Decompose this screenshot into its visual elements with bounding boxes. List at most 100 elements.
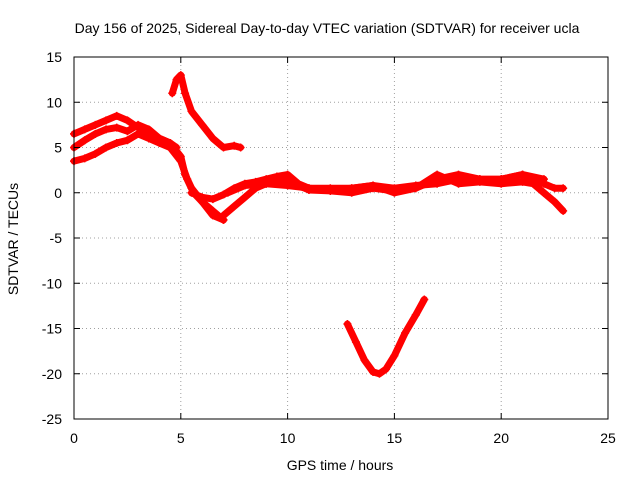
data-point-marker [102, 143, 111, 152]
data-point-marker [304, 184, 313, 193]
data-point-marker [176, 157, 185, 166]
data-point-marker [347, 184, 356, 193]
data-point-marker [181, 89, 190, 98]
data-point-marker [155, 138, 164, 147]
data-point-marker [369, 367, 378, 376]
y-tick-label: -5 [50, 230, 63, 246]
series-track-7 [223, 170, 548, 197]
data-point-marker [198, 193, 207, 202]
data-point-marker [381, 365, 390, 374]
data-point-marker [283, 181, 292, 190]
data-point-marker [539, 175, 548, 184]
data-point-marker [550, 197, 559, 206]
data-point-marker [91, 149, 100, 158]
data-point-marker [112, 138, 121, 147]
data-point-marker [144, 134, 153, 143]
y-tick-label: 15 [46, 49, 62, 65]
data-point-marker [559, 206, 568, 215]
data-point-marker [475, 175, 484, 184]
series-line [224, 171, 548, 197]
y-tick-label: -15 [42, 321, 62, 337]
data-point-marker [550, 184, 559, 193]
series-track-4 [168, 71, 245, 152]
data-point-marker [497, 175, 506, 184]
data-point-marker [454, 170, 463, 179]
series-line [343, 296, 428, 378]
x-tick-label: 25 [600, 430, 616, 446]
series-group [70, 71, 568, 378]
data-point-marker [144, 125, 153, 134]
chart-title: Day 156 of 2025, Sidereal Day-to-day VTE… [75, 20, 580, 36]
data-point-marker [198, 120, 207, 129]
y-tick-label: -10 [42, 275, 62, 291]
data-point-marker [411, 310, 420, 319]
data-point-marker [134, 129, 143, 138]
series-track-8 [343, 295, 429, 378]
x-tick-label: 15 [387, 430, 403, 446]
data-point-marker [454, 179, 463, 188]
data-point-marker [411, 184, 420, 193]
x-axis-title: GPS time / hours [287, 457, 394, 473]
data-point-marker [375, 369, 384, 378]
data-point-marker [112, 111, 121, 120]
data-point-marker [80, 136, 89, 145]
y-axis-title: SDTVAR / TECUs [5, 183, 21, 295]
data-point-marker [208, 134, 217, 143]
data-point-marker [80, 154, 89, 163]
data-point-marker [518, 177, 527, 186]
data-point-marker [360, 356, 369, 365]
data-point-marker [80, 125, 89, 134]
series-line [168, 71, 245, 151]
data-point-marker [102, 125, 111, 134]
data-point-marker [208, 195, 217, 204]
data-point-marker [208, 206, 217, 215]
data-point-marker [123, 116, 132, 125]
y-tick-label: 10 [46, 94, 62, 110]
data-point-marker [559, 184, 568, 193]
data-point-marker [518, 170, 527, 179]
data-point-marker [123, 136, 132, 145]
data-point-marker [223, 188, 232, 197]
data-point-marker [420, 295, 429, 304]
data-point-marker [123, 127, 132, 136]
data-point-marker [390, 188, 399, 197]
data-point-marker [240, 193, 249, 202]
data-point-marker [102, 116, 111, 125]
x-tick-label: 20 [493, 430, 509, 446]
data-point-marker [219, 211, 228, 220]
data-point-marker [283, 170, 292, 179]
data-point-marker [433, 175, 442, 184]
data-point-marker [187, 107, 196, 116]
data-point-marker [230, 202, 239, 211]
y-tick-label: -25 [42, 411, 62, 427]
data-point-marker [343, 319, 352, 328]
data-point-marker [219, 143, 228, 152]
data-point-marker [112, 123, 121, 132]
data-point-marker [230, 141, 239, 150]
data-point-marker [187, 188, 196, 197]
data-point-marker [262, 179, 271, 188]
data-point-marker [91, 129, 100, 138]
data-point-marker [172, 75, 181, 84]
data-point-marker [91, 120, 100, 129]
data-point-marker [183, 175, 192, 184]
data-point-marker [369, 181, 378, 190]
data-point-marker [176, 71, 185, 80]
y-tick-label: 0 [54, 185, 62, 201]
axis-ticks: 0 5 10 15 20 25 -25 -20 -15 -10 -5 0 5 10 15 [42, 49, 616, 446]
data-point-marker [166, 143, 175, 152]
data-point-marker [240, 181, 249, 190]
data-point-marker [168, 89, 177, 98]
y-tick-label: -20 [42, 366, 62, 382]
y-tick-label: 5 [54, 140, 62, 156]
data-point-marker [326, 186, 335, 195]
data-point-marker [529, 179, 538, 188]
data-point-marker [401, 329, 410, 338]
data-point-marker [539, 188, 548, 197]
data-point-marker [134, 120, 143, 129]
x-tick-label: 5 [177, 430, 185, 446]
x-tick-label: 10 [280, 430, 296, 446]
